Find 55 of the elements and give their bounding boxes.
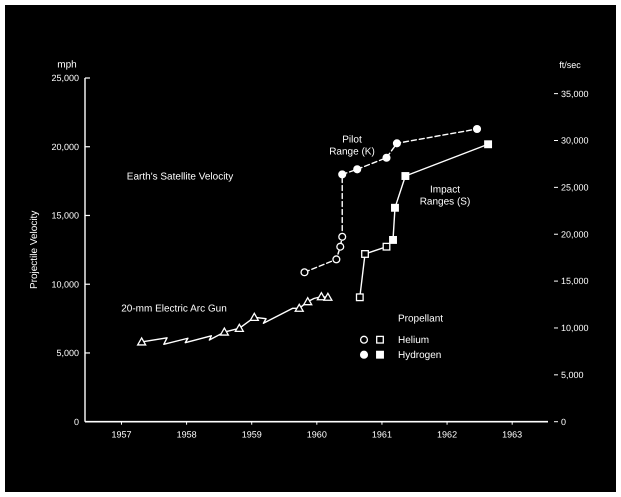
point (323, 292, 333, 301)
point (382, 242, 390, 251)
y-tick-label: 5,000 (56, 348, 79, 358)
legend-label: Helium (398, 335, 430, 346)
annotation: 20-mm Electric Arc Gun (121, 304, 227, 314)
x-tick-label: 1960 (306, 430, 327, 440)
x-tick-label: 1962 (437, 430, 458, 440)
legend-label: Hydrogen (398, 350, 442, 362)
point (392, 139, 401, 148)
y-tick-label: 25,000 (51, 73, 79, 84)
y2-tick-label: 5,000 (561, 370, 584, 380)
y2-tick-label: 35,000 (561, 88, 589, 99)
point (336, 242, 344, 251)
point (401, 172, 410, 180)
y2-tick-label: 15,000 (561, 276, 589, 286)
y2-axis-title: ft/sec (559, 60, 582, 70)
point (220, 327, 230, 336)
point (332, 255, 340, 264)
annotation: Pilot Range (K) (329, 134, 375, 158)
point (250, 312, 259, 322)
text: mph (57, 60, 77, 70)
x-tick-label: 1963 (502, 430, 522, 440)
point (316, 292, 326, 300)
x-tick-label: 1959 (242, 430, 262, 440)
point (338, 170, 346, 178)
annotation: Impact Ranges (S) (420, 184, 470, 208)
point (382, 154, 391, 162)
y2-tick-label: 20,000 (561, 229, 589, 240)
y-axis-title: Projectile Velocity (29, 210, 40, 290)
point (472, 124, 482, 134)
y2-tick-label: 10,000 (561, 323, 589, 334)
point (137, 337, 146, 346)
annotation: Earth's Satellite Velocity (126, 172, 234, 182)
x-tick-label: 1958 (176, 430, 197, 440)
point (361, 250, 369, 258)
x-tick-label: 1961 (372, 430, 392, 440)
x-tick-label: 1957 (111, 430, 132, 440)
point (338, 232, 346, 241)
y2-tick-label: 0 (561, 416, 566, 427)
legend-title: Propellant (398, 314, 444, 325)
point (300, 268, 309, 276)
y2-tick-label: 25,000 (561, 182, 589, 193)
point (303, 297, 312, 306)
y2-tick-label: 30,000 (561, 136, 589, 146)
y-tick-label: 0 (74, 416, 79, 427)
point (353, 165, 362, 174)
point (389, 236, 397, 244)
y-tick-label: 10,000 (51, 279, 79, 290)
point (234, 324, 244, 332)
point (391, 204, 399, 212)
point (484, 140, 492, 148)
point (294, 304, 304, 312)
y-tick-label: 15,000 (51, 210, 79, 221)
point (356, 293, 364, 302)
y-tick-label: 20,000 (51, 142, 79, 152)
